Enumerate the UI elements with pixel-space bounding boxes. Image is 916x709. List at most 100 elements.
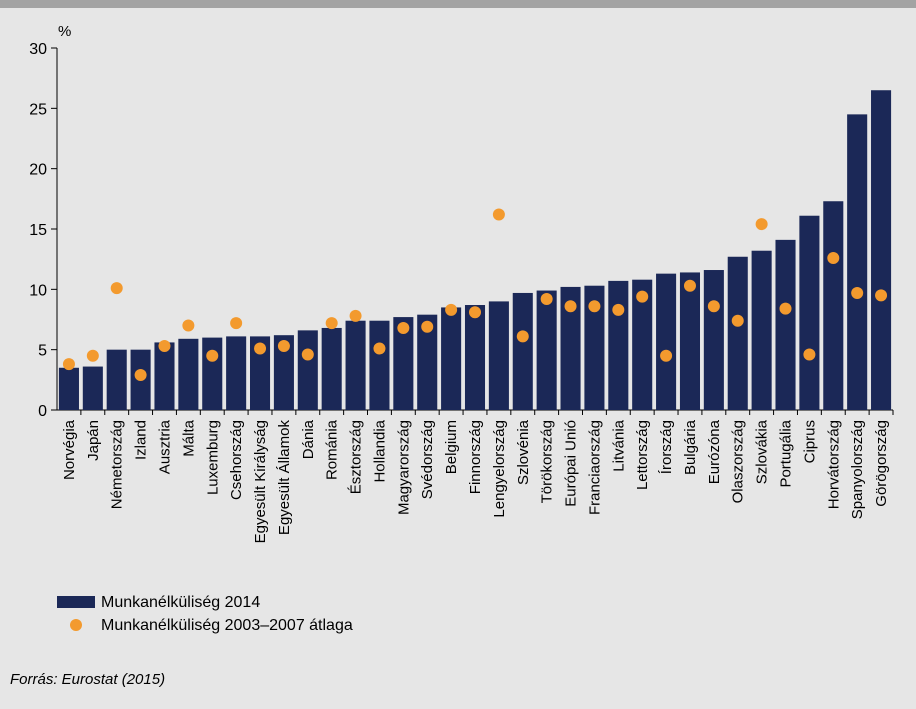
legend-swatch	[70, 619, 82, 631]
x-tick-label: Európai Unió	[563, 420, 580, 507]
x-tick-label: Finnország	[467, 420, 484, 494]
y-tick-label: 25	[29, 101, 47, 118]
bar	[369, 320, 390, 410]
dot	[254, 342, 267, 355]
bar	[82, 366, 103, 410]
dot	[469, 306, 481, 319]
x-tick-label: Írország	[658, 420, 675, 474]
y-tick-label: 15	[29, 222, 47, 239]
x-tick-label: Szlovénia	[515, 419, 532, 485]
x-tick-label: Belgium	[443, 420, 460, 474]
x-tick-label: Egyesült Államok	[276, 420, 293, 536]
bar	[656, 273, 677, 410]
dot	[540, 292, 553, 305]
y-tick-label: 30	[29, 41, 47, 58]
dot	[301, 348, 314, 361]
bar	[464, 305, 486, 410]
bar	[202, 337, 223, 410]
x-tick-label: Szlovákia	[754, 419, 771, 484]
bar	[536, 290, 557, 410]
bar	[703, 270, 724, 410]
x-tick-label: Dánia	[300, 419, 317, 459]
bar	[488, 301, 509, 410]
x-tick-label: Hollandia	[371, 419, 388, 482]
bar	[106, 349, 127, 410]
bar	[727, 256, 748, 410]
x-tick-label: Románia	[324, 419, 341, 480]
y-tick-label: 20	[29, 162, 47, 179]
dot	[707, 300, 720, 313]
bar	[249, 336, 271, 410]
bar	[345, 320, 366, 410]
x-tick-label: Franciaország	[586, 420, 603, 515]
bar	[58, 367, 79, 410]
dot	[158, 340, 171, 353]
x-tick-label: Görögország	[873, 420, 890, 507]
dot	[206, 349, 219, 362]
y-axis-unit: %	[58, 23, 71, 40]
y-tick-label: 0	[38, 403, 47, 420]
bar	[823, 201, 844, 410]
dot	[851, 286, 864, 299]
y-tick-label: 10	[29, 282, 47, 299]
dot	[875, 289, 888, 302]
dot	[492, 208, 505, 221]
dot	[62, 358, 75, 371]
x-tick-label: Málta	[180, 419, 197, 456]
dot	[110, 282, 123, 295]
dot	[373, 342, 386, 355]
x-tick-label: Ausztria	[156, 419, 173, 474]
dot	[660, 349, 673, 362]
dot	[86, 349, 99, 362]
dot	[779, 302, 792, 315]
x-tick-label: Lettország	[634, 420, 651, 490]
x-tick-label: Bulgária	[682, 419, 699, 475]
dot	[397, 321, 410, 334]
bar	[775, 239, 796, 410]
legend-label: Munkanélküliség 2003–2007 átlaga	[101, 617, 353, 634]
dot	[230, 317, 243, 330]
x-tick-label: Svédország	[419, 420, 436, 499]
legend-label: Munkanélküliség 2014	[101, 594, 260, 611]
dot	[421, 320, 434, 333]
dot	[827, 251, 840, 264]
x-tick-label: Csehország	[228, 420, 245, 500]
bar	[297, 330, 318, 410]
bar	[321, 327, 342, 410]
bar	[512, 292, 533, 410]
x-tick-label: Luxemburg	[204, 420, 221, 495]
legend-swatch	[57, 596, 95, 608]
top-band	[0, 0, 916, 8]
x-tick-label: Észtország	[348, 420, 365, 494]
dot	[516, 330, 529, 343]
bar	[273, 335, 294, 410]
dot	[683, 279, 696, 292]
x-tick-label: Lengyelország	[491, 420, 508, 518]
bar	[679, 272, 701, 410]
dot	[445, 303, 458, 316]
bar	[632, 279, 653, 410]
dot	[803, 348, 816, 361]
x-tick-label: Litvánia	[610, 419, 627, 471]
dot	[636, 290, 649, 303]
dot	[182, 319, 195, 332]
bar	[847, 114, 868, 410]
x-tick-label: Portugália	[778, 419, 795, 487]
bar	[417, 314, 438, 410]
bar	[178, 338, 199, 410]
bar	[226, 336, 247, 410]
dot	[349, 309, 362, 322]
bar	[608, 280, 629, 410]
dot	[564, 300, 577, 313]
dot	[731, 314, 744, 327]
x-tick-label: Olaszország	[730, 420, 747, 503]
x-tick-label: Norvégia	[61, 419, 78, 480]
bar	[799, 215, 820, 410]
x-tick-label: Japán	[85, 420, 102, 461]
bar	[393, 317, 414, 410]
dot	[134, 369, 147, 382]
bar	[154, 342, 175, 410]
bar	[871, 90, 892, 410]
dot	[325, 317, 338, 330]
